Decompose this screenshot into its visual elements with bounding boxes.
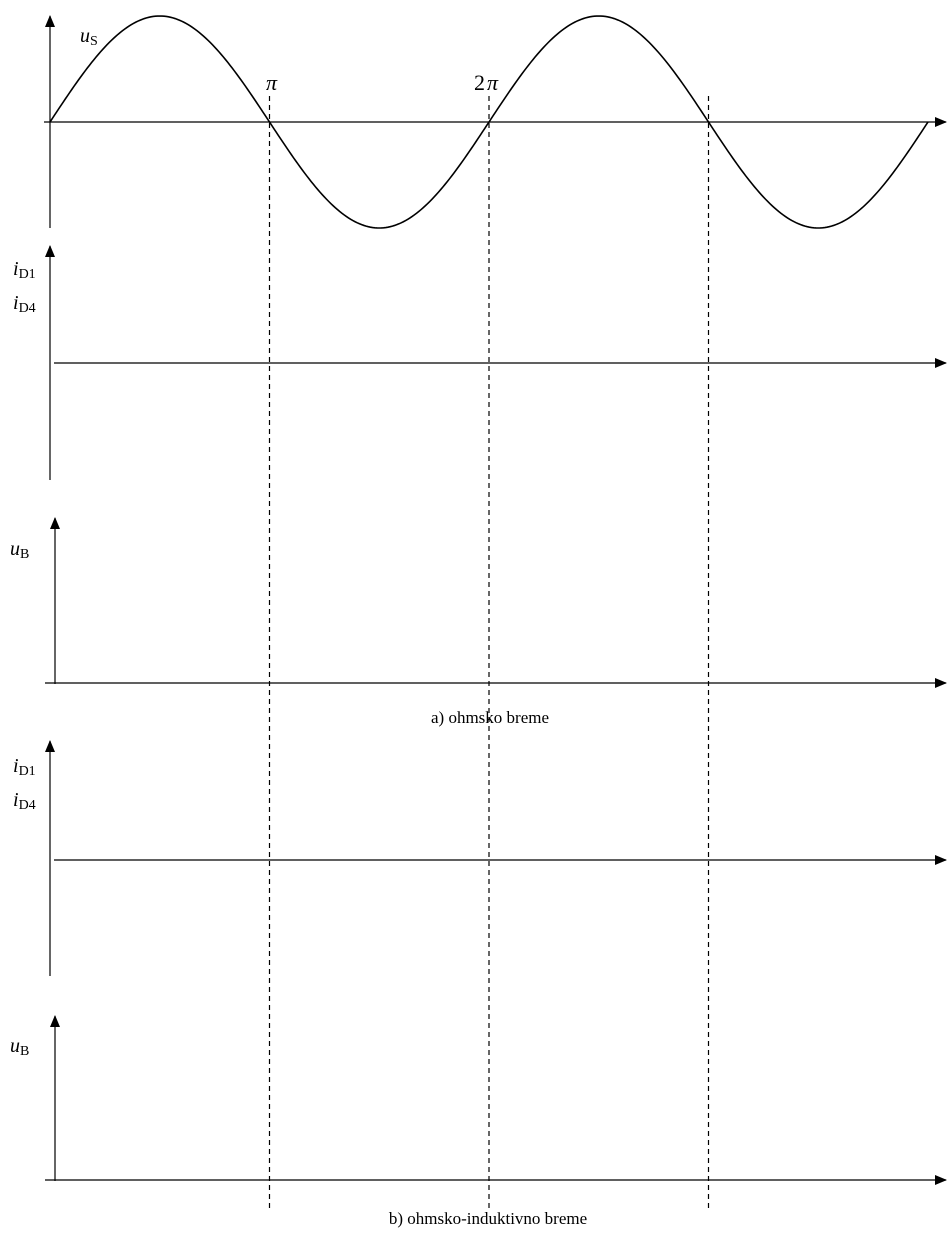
panel-id-b: iD1 iD4	[13, 740, 947, 976]
caption-b: b) ohmsko-induktivno breme	[389, 1209, 587, 1228]
id-b-label-d4: iD4	[13, 789, 36, 813]
ub-a-label: uB	[10, 538, 29, 562]
us-sine-wave	[49, 15, 929, 229]
pi-marker: π	[266, 70, 278, 95]
panel-us: uS π 2π	[44, 15, 947, 229]
ub-b-label: uB	[10, 1035, 29, 1059]
caption-a: a) ohmsko breme	[431, 708, 549, 727]
id-a-label-d1: iD1	[13, 258, 36, 282]
id-b-label-d1: iD1	[13, 755, 36, 779]
two-pi-marker: 2π	[474, 70, 499, 95]
phase-guides	[268, 96, 710, 1208]
panel-id-a: iD1 iD4	[13, 245, 947, 480]
panel-ub-a: uB	[10, 517, 947, 688]
panel-ub-b: uB	[10, 1015, 947, 1185]
id-a-label-d4: iD4	[13, 292, 36, 316]
us-axis-label: uS	[80, 25, 98, 49]
